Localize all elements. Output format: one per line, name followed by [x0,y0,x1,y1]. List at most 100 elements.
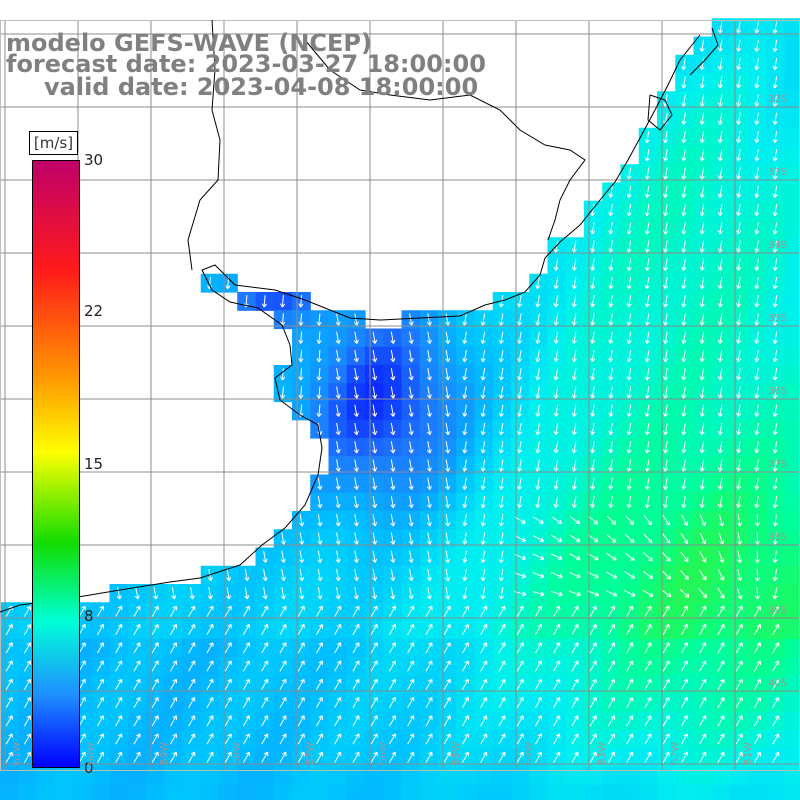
border-river-uruguay [187,19,221,271]
wind-arrow [608,368,614,381]
wind-arrow [553,477,559,490]
wind-arrow [772,313,778,326]
wind-arrow [553,642,561,654]
wind-arrow [754,495,760,509]
wind-speed-cell [784,547,800,567]
wind-arrow [553,258,559,271]
wind-speed-cell [438,766,457,786]
wind-arrow [608,313,614,326]
wind-arrow [772,222,778,235]
wind-arrow [169,642,177,654]
wind-speed-cell [784,255,800,275]
wind-arrow [408,550,414,563]
wind-speed-cell [401,784,421,800]
wind-arrow [390,587,396,600]
wind-arrow [535,477,541,490]
wind-arrow [517,295,523,308]
wind-arrow [681,514,688,526]
wind-arrow [718,550,725,563]
wind-arrow [607,733,615,745]
wind-arrow [480,441,486,454]
wind-arrow [426,386,432,399]
wind-arrow [462,459,468,472]
wind-speed-cell [401,766,421,786]
wind-arrow [754,587,761,600]
wind-arrow [353,422,359,436]
wind-arrow [425,623,433,636]
wind-arrow [772,149,778,162]
wind-arrow [736,313,742,326]
wind-speed-cell [675,784,695,800]
wind-arrow [737,550,743,563]
wind-arrow [754,459,760,472]
wind-arrow [717,295,723,308]
wind-arrow [553,422,559,436]
wind-arrow [462,587,468,600]
wind-arrow [390,441,396,454]
wind-arrow [206,751,214,763]
wind-arrow [23,751,31,763]
wind-arrow [317,568,323,582]
wind-arrow [754,130,760,144]
wind-arrow [262,550,268,563]
wind-arrow [717,715,725,727]
wind-arrow [498,313,504,326]
wind-arrow [590,349,596,363]
wind-arrow [663,130,669,144]
wind-speed-cell [237,784,257,800]
wind-arrow [644,258,650,271]
wind-arrow [587,553,599,561]
wind-arrow [335,477,341,490]
wind-speed-cell [620,766,640,786]
wind-arrow [370,696,378,709]
wind-arrow [553,331,559,344]
wind-arrow [151,605,159,617]
wind-arrow [334,678,342,690]
wind-arrow [608,276,614,290]
wind-arrow [663,368,669,381]
wind-arrow [498,331,504,344]
wind-arrow [737,514,743,527]
wind-arrow [736,477,742,490]
wind-arrow [681,240,687,253]
wind-arrow [297,733,305,745]
wind-arrow [115,605,123,617]
wind-arrow [590,313,596,326]
wind-arrow [390,495,396,509]
wind-arrow [352,623,360,636]
wind-arrow [607,642,615,654]
wind-arrow [407,678,415,690]
wind-arrow [717,495,723,509]
wind-arrow [445,532,451,545]
wind-arrow [388,678,396,690]
wind-arrow [334,642,342,654]
wind-arrow [335,550,341,563]
wind-arrow [352,751,360,763]
wind-arrow [626,441,632,454]
wind-arrow [188,715,196,727]
wind-speed-cell [784,565,800,585]
wind-arrow [699,660,707,672]
wind-arrow [425,751,433,763]
wind-arrow [498,441,504,454]
wind-arrow [297,678,305,690]
wind-arrow [261,623,269,636]
wind-arrow [680,715,688,727]
wind-arrow [462,404,468,417]
wind-arrow [407,733,415,745]
wind-arrow [206,696,214,709]
wind-arrow [553,733,561,745]
model-title: modelo GEFS-WAVE (NCEP) [6,29,372,57]
wind-arrow [78,642,86,654]
wind-speed-cell [711,766,731,786]
wind-arrow [480,331,486,344]
wind-arrow [626,477,632,490]
wind-arrow [224,696,232,709]
wind-arrow [115,678,123,690]
wind-arrow [605,590,618,597]
wind-arrow [754,422,760,436]
wind-arrow [408,422,414,436]
wind-arrow [553,441,559,454]
wind-arrow [571,477,577,490]
wind-arrow [607,715,615,727]
